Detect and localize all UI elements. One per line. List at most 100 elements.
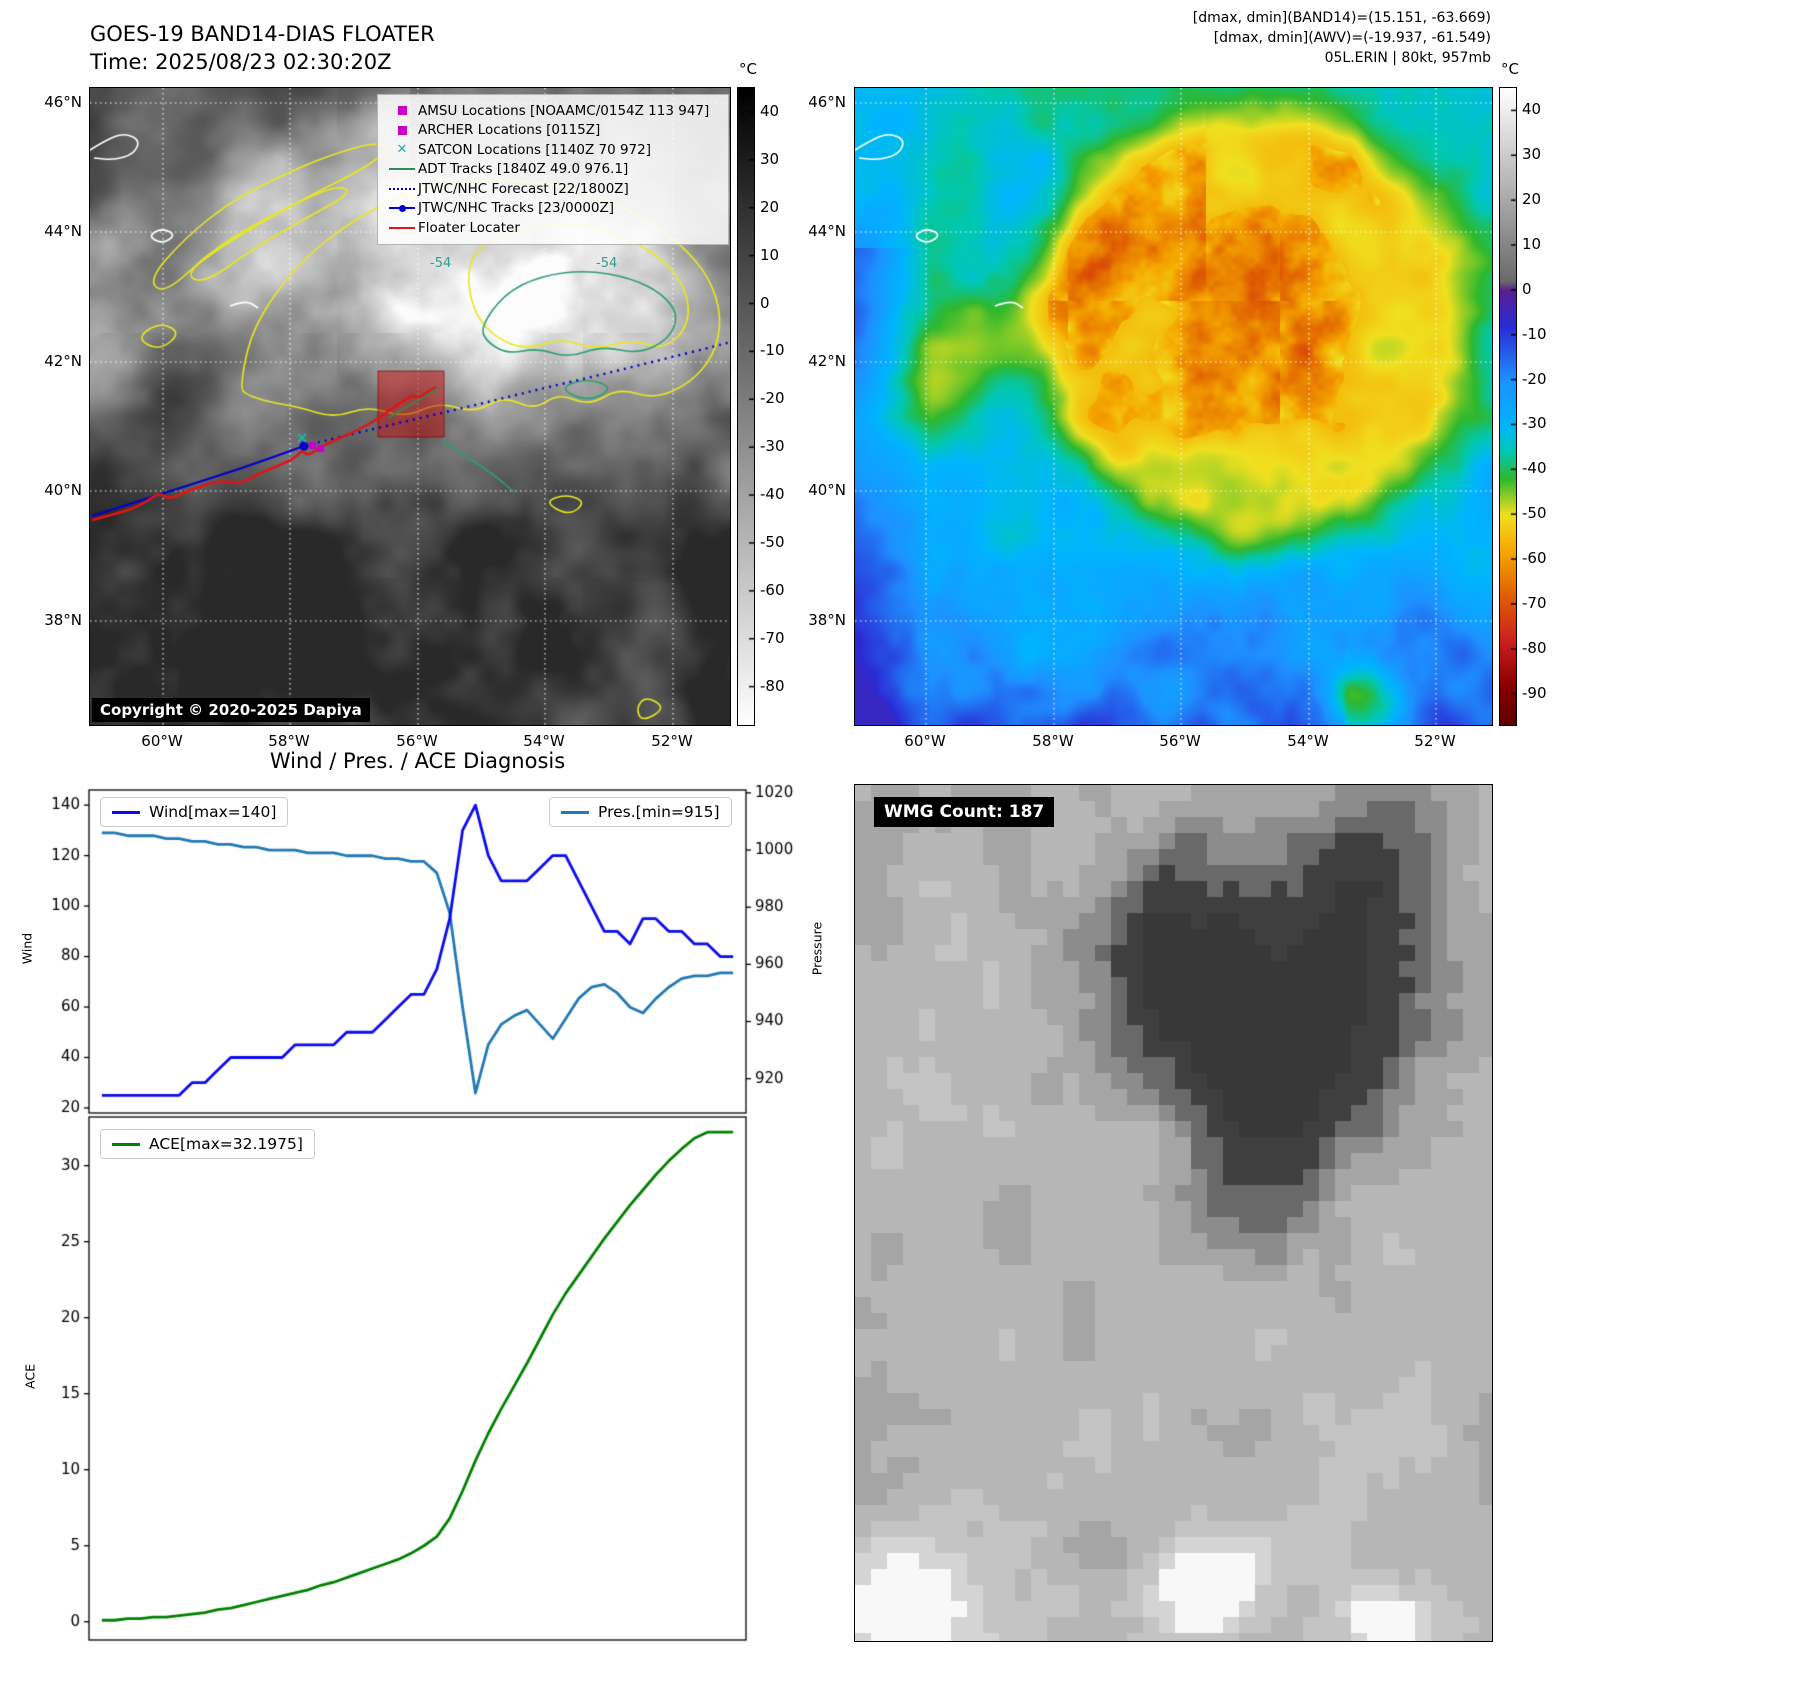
pressure-axis-label: Pressure — [809, 921, 825, 976]
storm-id-intensity: 05L.ERIN | 80kt, 957mb — [1324, 50, 1491, 66]
band14-colorbar-canvas — [738, 88, 754, 725]
ace-legend-label: ACE[max=32.1975] — [149, 1135, 303, 1153]
legend-label: AMSU Locations [NOAAMC/0154Z 113 947] — [418, 102, 710, 119]
wmg-image-canvas — [855, 785, 1492, 1641]
legend-label: SATCON Locations [1140Z 70 972] — [418, 141, 651, 158]
wind-axis-label: Wind — [19, 932, 35, 965]
map-legend: AMSU Locations [NOAAMC/0154Z 113 947] AR… — [377, 94, 729, 245]
tick-label: 40 — [1522, 100, 1542, 119]
legend-item-archer: ARCHER Locations [0115Z] — [386, 121, 720, 141]
wind-line-icon — [112, 810, 140, 814]
band14-lat-axis: 46°N 44°N 42°N 40°N 38°N — [18, 87, 82, 724]
wmg-count-label: WMG Count: 187 — [874, 797, 1055, 827]
tick-label: -70 — [760, 628, 785, 647]
track-line-dot-icon — [386, 204, 418, 212]
legend-item-tracks: JTWC/NHC Tracks [23/0000Z] — [386, 199, 720, 219]
legend-label: Floater Locater — [418, 219, 520, 236]
tick-label: 30 — [1522, 145, 1542, 164]
tick-label: 38°N — [44, 611, 82, 629]
band14-colorbar-ticks: 40 30 20 10 0 -10 -20 -30 -40 -50 -60 -70 -80 — [760, 87, 804, 724]
tick-label: -40 — [760, 485, 785, 504]
tick-label: 40°N — [808, 481, 846, 499]
awv-lon-axis: 60°W 58°W 56°W 54°W 52°W — [854, 728, 1491, 752]
band14-title: GOES-19 BAND14-DIAS FLOATER — [90, 22, 435, 46]
tick-label: -10 — [1522, 324, 1547, 343]
contour-label: -54 — [596, 256, 618, 271]
tick-label: 30 — [760, 149, 780, 168]
tick-label: 20 — [760, 197, 780, 216]
tick-label: -60 — [760, 580, 785, 599]
awv-header: [dmax, dmin](BAND14)=(15.151, -63.669) [… — [1095, 8, 1491, 68]
tick-label: 44°N — [808, 222, 846, 240]
tick-label: -90 — [1522, 683, 1547, 702]
legend-label: JTWC/NHC Forecast [22/1800Z] — [418, 180, 629, 197]
tick-label: 38°N — [808, 611, 846, 629]
legend-label: ADT Tracks [1840Z 49.0 976.1] — [418, 161, 629, 178]
forecast-dotted-line-icon — [386, 187, 418, 190]
ace-axis-label: ACE — [22, 1364, 38, 1389]
ace-legend: ACE[max=32.1975] — [100, 1129, 315, 1159]
tick-label: -30 — [760, 437, 785, 456]
awv-lat-axis: 46°N 44°N 42°N 40°N 38°N — [784, 87, 846, 724]
tick-label: -40 — [1522, 459, 1547, 478]
adt-line-icon — [386, 168, 418, 171]
tick-label: 56°W — [1159, 732, 1201, 750]
tick-label: 10 — [1522, 235, 1542, 253]
tick-label: -20 — [1522, 369, 1547, 388]
wind-legend: Wind[max=140] — [100, 797, 289, 827]
tick-label: -60 — [1522, 549, 1547, 568]
tick-label: -80 — [1522, 638, 1547, 657]
band14-timestamp: Time: 2025/08/23 02:30:20Z — [90, 50, 392, 74]
tick-label: 60°W — [904, 732, 946, 750]
tick-label: -30 — [1522, 414, 1547, 433]
tick-label: -80 — [760, 676, 785, 695]
tick-label: 52°W — [1414, 732, 1456, 750]
tick-label: 44°N — [44, 222, 82, 240]
tick-label: 46°N — [44, 93, 82, 111]
contour-label: -54 — [430, 256, 452, 271]
tick-label: 58°W — [1032, 732, 1074, 750]
archer-marker-icon — [386, 125, 418, 135]
tick-label: -50 — [760, 532, 785, 551]
awv-colorbar-canvas — [1500, 88, 1516, 725]
band14-colorbar-frame — [737, 87, 755, 726]
legend-label: JTWC/NHC Tracks [23/0000Z] — [418, 200, 615, 217]
tick-label: 40 — [760, 101, 780, 120]
pressure-line-icon — [561, 810, 589, 814]
tick-label: 46°N — [808, 93, 846, 111]
wind-legend-label: Wind[max=140] — [149, 803, 277, 821]
ace-line-icon — [112, 1142, 140, 1146]
awv-satellite-canvas — [855, 88, 1492, 725]
legend-item-adt: ADT Tracks [1840Z 49.0 976.1] — [386, 160, 720, 180]
legend-item-forecast: JTWC/NHC Forecast [22/1800Z] — [386, 179, 720, 199]
tick-label: -70 — [1522, 593, 1547, 612]
tick-label: -50 — [1522, 504, 1547, 523]
amsu-marker-icon — [386, 106, 418, 116]
tick-label: 0 — [760, 293, 770, 312]
legend-item-satcon: ✕ SATCON Locations [1140Z 70 972] — [386, 140, 720, 160]
wmg-map-frame — [854, 784, 1493, 1642]
pressure-legend-label: Pres.[min=915] — [598, 803, 720, 821]
tick-label: 42°N — [44, 352, 82, 370]
band14-colorbar-unit: °C — [739, 60, 757, 78]
pressure-legend: Pres.[min=915] — [549, 797, 732, 827]
tick-label: 42°N — [808, 352, 846, 370]
tick-label: -10 — [760, 341, 785, 360]
tick-label: 40°N — [44, 481, 82, 499]
satcon-x-icon: ✕ — [396, 141, 408, 157]
tick-label: 20 — [1522, 190, 1542, 209]
copyright-label: Copyright © 2020-2025 Dapiya — [92, 698, 370, 722]
tick-label: 10 — [760, 245, 780, 264]
awv-colorbar-ticks: 40 30 20 10 0 -10 -20 -30 -40 -50 -60 -70 -80 -90 — [1522, 87, 1566, 724]
tick-label: 54°W — [1287, 732, 1329, 750]
legend-item-amsu: AMSU Locations [NOAAMC/0154Z 113 947] — [386, 101, 720, 121]
legend-label: ARCHER Locations [0115Z] — [418, 122, 601, 139]
dmax-dmin-awv: [dmax, dmin](AWV)=(-19.937, -61.549) — [1213, 30, 1491, 46]
floater-line-icon — [386, 226, 418, 229]
diagnosis-chart-canvas — [20, 745, 850, 1660]
awv-colorbar-unit: °C — [1501, 60, 1519, 78]
legend-item-floater: Floater Locater — [386, 218, 720, 238]
tick-label: 0 — [1522, 279, 1532, 298]
dmax-dmin-band14: [dmax, dmin](BAND14)=(15.151, -63.669) — [1192, 10, 1491, 26]
